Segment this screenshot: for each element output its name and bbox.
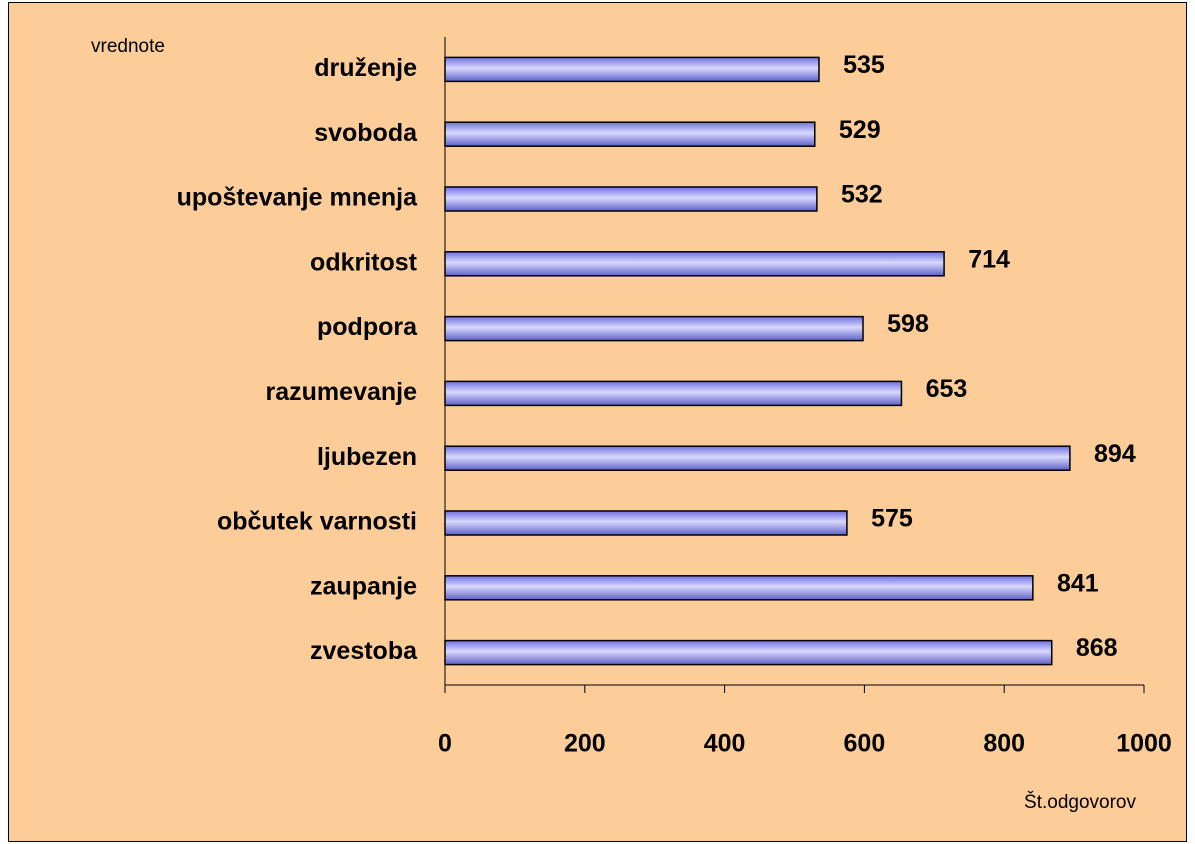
bar — [444, 315, 864, 342]
data-label: 653 — [926, 375, 968, 403]
y-tick-label: podpora — [317, 313, 418, 341]
y-tick-label: zaupanje — [310, 572, 417, 600]
bar — [444, 575, 1034, 601]
y-tick-label: ljubezen — [317, 443, 417, 471]
bar — [444, 380, 903, 407]
bar — [444, 445, 1071, 471]
bar — [444, 251, 945, 277]
x-tick-label: 800 — [983, 730, 1025, 758]
bar — [444, 56, 820, 83]
data-label: 575 — [871, 505, 913, 533]
y-tick-label: upoštevanje mnenja — [177, 184, 418, 212]
data-label: 535 — [843, 51, 885, 79]
y-tick-label: odkritost — [310, 248, 418, 276]
data-label: 714 — [968, 245, 1010, 273]
y-axis-label: vrednote — [91, 36, 165, 57]
x-tick-label: 600 — [844, 730, 886, 758]
x-tick-label: 1000 — [1116, 730, 1172, 758]
x-tick-label: 0 — [438, 730, 452, 758]
y-tick-label: občutek varnosti — [217, 508, 417, 536]
data-label: 841 — [1057, 569, 1099, 597]
data-label: 532 — [841, 181, 883, 209]
x-tick-label: 400 — [704, 730, 746, 758]
y-tick-label: razumevanje — [266, 378, 418, 406]
y-tick-label: svoboda — [314, 119, 418, 147]
data-label: 894 — [1094, 440, 1136, 468]
bar — [444, 186, 818, 212]
y-tick-label: zvestoba — [310, 637, 418, 665]
x-tick-label: 200 — [564, 730, 606, 758]
data-label: 598 — [887, 310, 929, 338]
bar — [444, 121, 816, 147]
x-axis-label: Št.odgovorov — [1024, 791, 1136, 813]
bar — [444, 510, 848, 536]
y-tick-label: druženje — [314, 54, 417, 82]
data-label: 529 — [839, 116, 881, 144]
bar — [444, 639, 1053, 666]
data-label: 868 — [1076, 634, 1118, 662]
